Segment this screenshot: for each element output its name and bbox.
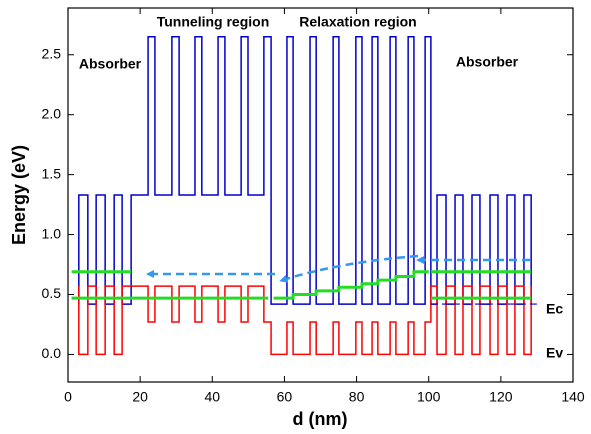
x-tick-label: 60 [277, 389, 293, 405]
annotation: Absorber [456, 54, 519, 70]
annotation: Absorber [79, 56, 142, 72]
x-tick-label: 120 [489, 389, 513, 405]
x-tick-label: 80 [349, 389, 365, 405]
x-tick-label: 0 [64, 389, 72, 405]
x-tick-label: 20 [132, 389, 148, 405]
plot-frame [67, 7, 574, 383]
x-tick-label: 100 [417, 389, 441, 405]
band-line [78, 36, 532, 305]
y-tick-label: 2.5 [42, 45, 62, 61]
band-label: Ec [546, 301, 563, 317]
annotation: Tunneling region [157, 14, 270, 30]
plot-area [71, 36, 539, 356]
annotation: Relaxation region [299, 14, 416, 30]
y-tick-label: 0.0 [42, 345, 62, 361]
x-tick-label: 140 [561, 389, 585, 405]
band-line [71, 270, 532, 300]
y-axis-title: Energy (eV) [9, 145, 29, 245]
x-axis-title: d (nm) [293, 409, 348, 429]
band-line [78, 285, 532, 356]
x-tick-label: 40 [204, 389, 220, 405]
y-tick-label: 0.5 [42, 285, 62, 301]
y-tick-label: 2.0 [42, 105, 62, 121]
band-label: Ev [546, 345, 563, 361]
y-tick-label: 1.5 [42, 165, 62, 181]
y-tick-label: 1.0 [42, 225, 62, 241]
arrow [279, 254, 419, 283]
